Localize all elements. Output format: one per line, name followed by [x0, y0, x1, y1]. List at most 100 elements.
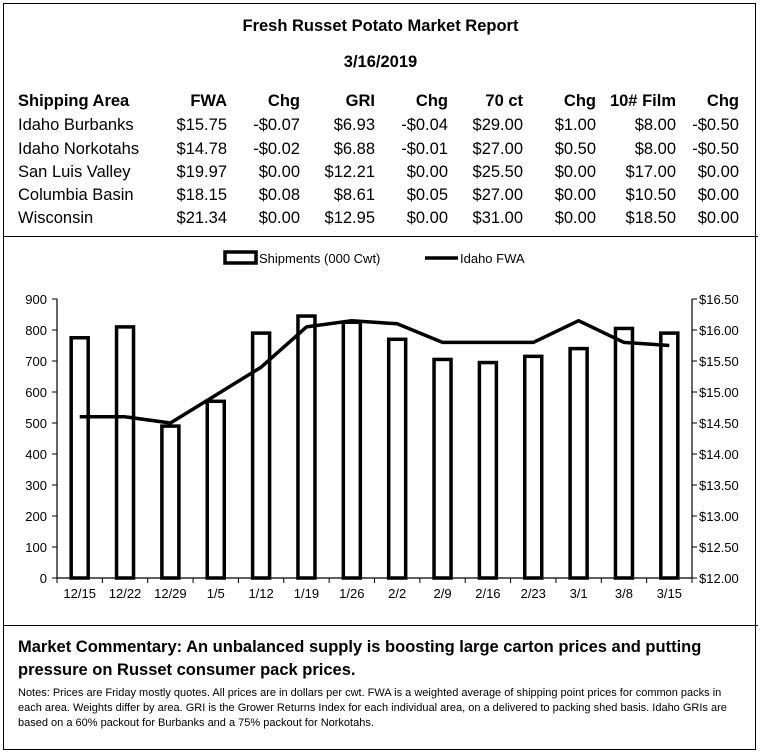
row-70ct: $27.00	[472, 186, 523, 204]
row-area: San Luis Valley	[18, 163, 131, 181]
x-tick-label: 1/19	[294, 586, 319, 601]
shipment-bar	[160, 424, 181, 580]
left-tick-label: 700	[25, 354, 47, 369]
right-tick-label: $13.50	[699, 478, 739, 493]
row-fwa: $18.15	[176, 186, 227, 204]
right-tick-label: $14.00	[699, 447, 739, 462]
row-gri: $12.21	[324, 163, 375, 181]
row-area: Idaho Norkotahs	[18, 140, 140, 158]
right-tick-label: $16.00	[699, 323, 739, 338]
row-fwa-chg: $0.08	[258, 186, 300, 204]
report-frame	[3, 3, 756, 750]
header-film: 10# Film	[609, 92, 676, 110]
x-tick-label: 2/9	[433, 586, 451, 601]
market-commentary: Market Commentary: An unbalanced supply …	[18, 638, 702, 679]
header-gri: GRI	[345, 92, 375, 110]
row-70ct: $27.00	[472, 140, 523, 158]
row-70ct: $31.00	[472, 209, 523, 227]
row-area: Columbia Basin	[18, 186, 134, 204]
row-gri-chg: -$0.04	[401, 116, 448, 134]
table-chart-divider	[3, 236, 758, 237]
row-fwa: $21.34	[176, 209, 227, 227]
row-70ct: $25.50	[472, 163, 523, 181]
idaho-fwa-line	[79, 318, 670, 425]
legend-shipments-swatch	[223, 250, 258, 265]
legend-shipments-label: Shipments (000 Cwt)	[259, 251, 380, 266]
row-fwa-chg: $0.00	[258, 209, 300, 227]
left-tick-label: 600	[25, 385, 47, 400]
row-70ct-chg: $0.00	[554, 186, 596, 204]
row-70ct-chg: $0.00	[554, 163, 596, 181]
shipment-bar	[296, 314, 317, 580]
x-tick-label: 3/1	[570, 586, 588, 601]
left-tick-label: 400	[25, 447, 47, 462]
left-tick-label: 200	[25, 509, 47, 524]
row-gri-chg: $0.00	[406, 163, 448, 181]
row-70ct-chg: $0.00	[554, 209, 596, 227]
row-film: $18.50	[625, 209, 676, 227]
header-fwa: FWA	[190, 92, 227, 110]
table-row: Wisconsin $21.34 $0.00 $12.95 $0.00 $31.…	[0, 209, 761, 233]
row-gri: $8.61	[333, 186, 375, 204]
right-tick-label: $13.00	[699, 509, 739, 524]
row-gri-chg: $0.05	[406, 186, 448, 204]
x-tick-label: 2/23	[521, 586, 546, 601]
shipment-bar	[114, 325, 136, 580]
table-header-row: Shipping Area FWA Chg GRI Chg 70 ct Chg …	[0, 92, 761, 116]
x-tick-label: 3/8	[615, 586, 633, 601]
row-fwa-chg: -$0.07	[253, 116, 300, 134]
shipment-bar	[568, 346, 589, 580]
report-date: 3/16/2019	[343, 53, 418, 71]
row-fwa: $14.78	[176, 140, 227, 158]
table-row: Columbia Basin $18.15 $0.08 $8.61 $0.05 …	[0, 186, 761, 210]
row-film-chg: -$0.50	[692, 140, 739, 158]
x-tick-label: 2/16	[475, 586, 500, 601]
row-gri-chg: $0.00	[406, 209, 448, 227]
x-tick-label: 1/12	[248, 586, 273, 601]
row-area: Idaho Burbanks	[18, 116, 134, 134]
shipment-bar	[432, 357, 453, 580]
row-70ct: $29.00	[472, 116, 523, 134]
shipment-bar	[250, 331, 272, 580]
chart-commentary-divider	[3, 625, 758, 626]
right-tick-label: $12.50	[699, 540, 739, 555]
table-row: Idaho Burbanks $15.75 -$0.07 $6.93 -$0.0…	[0, 116, 761, 140]
row-film-chg: -$0.50	[692, 116, 739, 134]
row-gri: $6.93	[333, 116, 375, 134]
header-shipping-area: Shipping Area	[18, 92, 130, 110]
x-tick-label: 12/29	[154, 586, 187, 601]
shipment-bar	[613, 326, 635, 580]
shipment-bar	[69, 336, 90, 580]
right-tick-label: $14.50	[699, 416, 739, 431]
report-title: Fresh Russet Potato Market Report	[242, 17, 519, 35]
row-gri: $6.88	[333, 140, 375, 158]
row-film: $8.00	[634, 116, 676, 134]
x-tick-label: 12/22	[109, 586, 142, 601]
row-film: $10.50	[625, 186, 676, 204]
shipment-bar	[659, 331, 680, 580]
header-70ct: 70 ct	[485, 92, 523, 110]
left-tick-label: 300	[25, 478, 47, 493]
row-area: Wisconsin	[18, 209, 94, 227]
row-gri-chg: -$0.01	[401, 140, 448, 158]
table-row: Idaho Norkotahs $14.78 -$0.02 $6.88 -$0.…	[0, 140, 761, 164]
right-tick-label: $16.50	[699, 292, 739, 307]
shipment-bar	[341, 320, 363, 580]
left-tick-label: 500	[25, 416, 47, 431]
row-fwa: $15.75	[176, 116, 227, 134]
left-tick-label: 0	[40, 571, 47, 586]
footnotes: Notes: Prices are Friday mostly quotes. …	[18, 687, 727, 729]
x-tick-label: 2/2	[388, 586, 406, 601]
shipment-bar	[523, 354, 544, 580]
x-tick-label: 1/26	[339, 586, 364, 601]
header-fwa-chg: Chg	[267, 92, 300, 110]
shipment-bar	[386, 337, 408, 580]
header-film-chg: Chg	[706, 92, 739, 110]
row-gri: $12.95	[324, 209, 375, 227]
row-film-chg: $0.00	[697, 186, 739, 204]
table-row: San Luis Valley $19.97 $0.00 $12.21 $0.0…	[0, 163, 761, 187]
row-film: $17.00	[625, 163, 676, 181]
header-gri-chg: Chg	[415, 92, 448, 110]
right-tick-label: $15.00	[699, 385, 739, 400]
